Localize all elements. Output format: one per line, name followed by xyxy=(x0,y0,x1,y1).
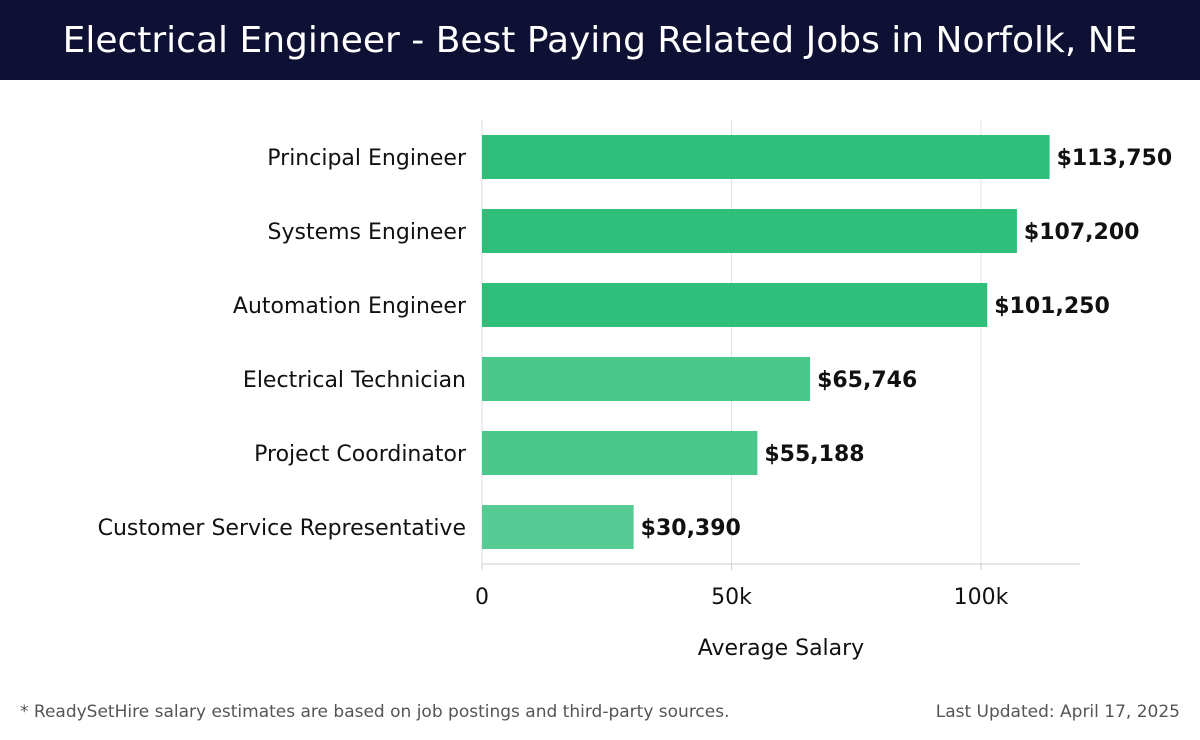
footer-last-updated: Last Updated: April 17, 2025 xyxy=(935,702,1180,722)
x-axis-title: Average Salary xyxy=(698,636,864,661)
bar xyxy=(482,505,634,549)
footer-disclaimer: * ReadySetHire salary estimates are base… xyxy=(20,702,730,722)
bar-value-label: $65,746 xyxy=(817,368,917,393)
category-label: Customer Service Representative xyxy=(98,516,466,541)
bar-value-label: $101,250 xyxy=(994,294,1110,319)
bar-value-label: $107,200 xyxy=(1024,220,1140,245)
header-banner: Electrical Engineer - Best Paying Relate… xyxy=(0,0,1200,80)
bar-value-label: $30,390 xyxy=(641,516,741,541)
category-label: Automation Engineer xyxy=(233,294,467,319)
salary-bar-chart: 0 50k 100k Principal Engineer $113,750 System… xyxy=(98,120,1173,661)
x-tick-label: 50k xyxy=(711,585,752,610)
bar xyxy=(482,431,758,475)
bar-value-label: $113,750 xyxy=(1057,146,1173,171)
page-title: Electrical Engineer - Best Paying Relate… xyxy=(62,19,1138,61)
bar xyxy=(482,283,988,327)
bar xyxy=(482,357,811,401)
bar-value-label: $55,188 xyxy=(764,442,864,467)
bar xyxy=(482,209,1017,253)
category-label: Principal Engineer xyxy=(267,146,467,171)
category-label: Electrical Technician xyxy=(243,368,466,393)
x-tick-label: 100k xyxy=(954,585,1009,610)
bar xyxy=(482,135,1050,179)
category-label: Project Coordinator xyxy=(254,442,467,467)
x-tick-label: 0 xyxy=(475,585,489,610)
category-label: Systems Engineer xyxy=(268,220,467,245)
